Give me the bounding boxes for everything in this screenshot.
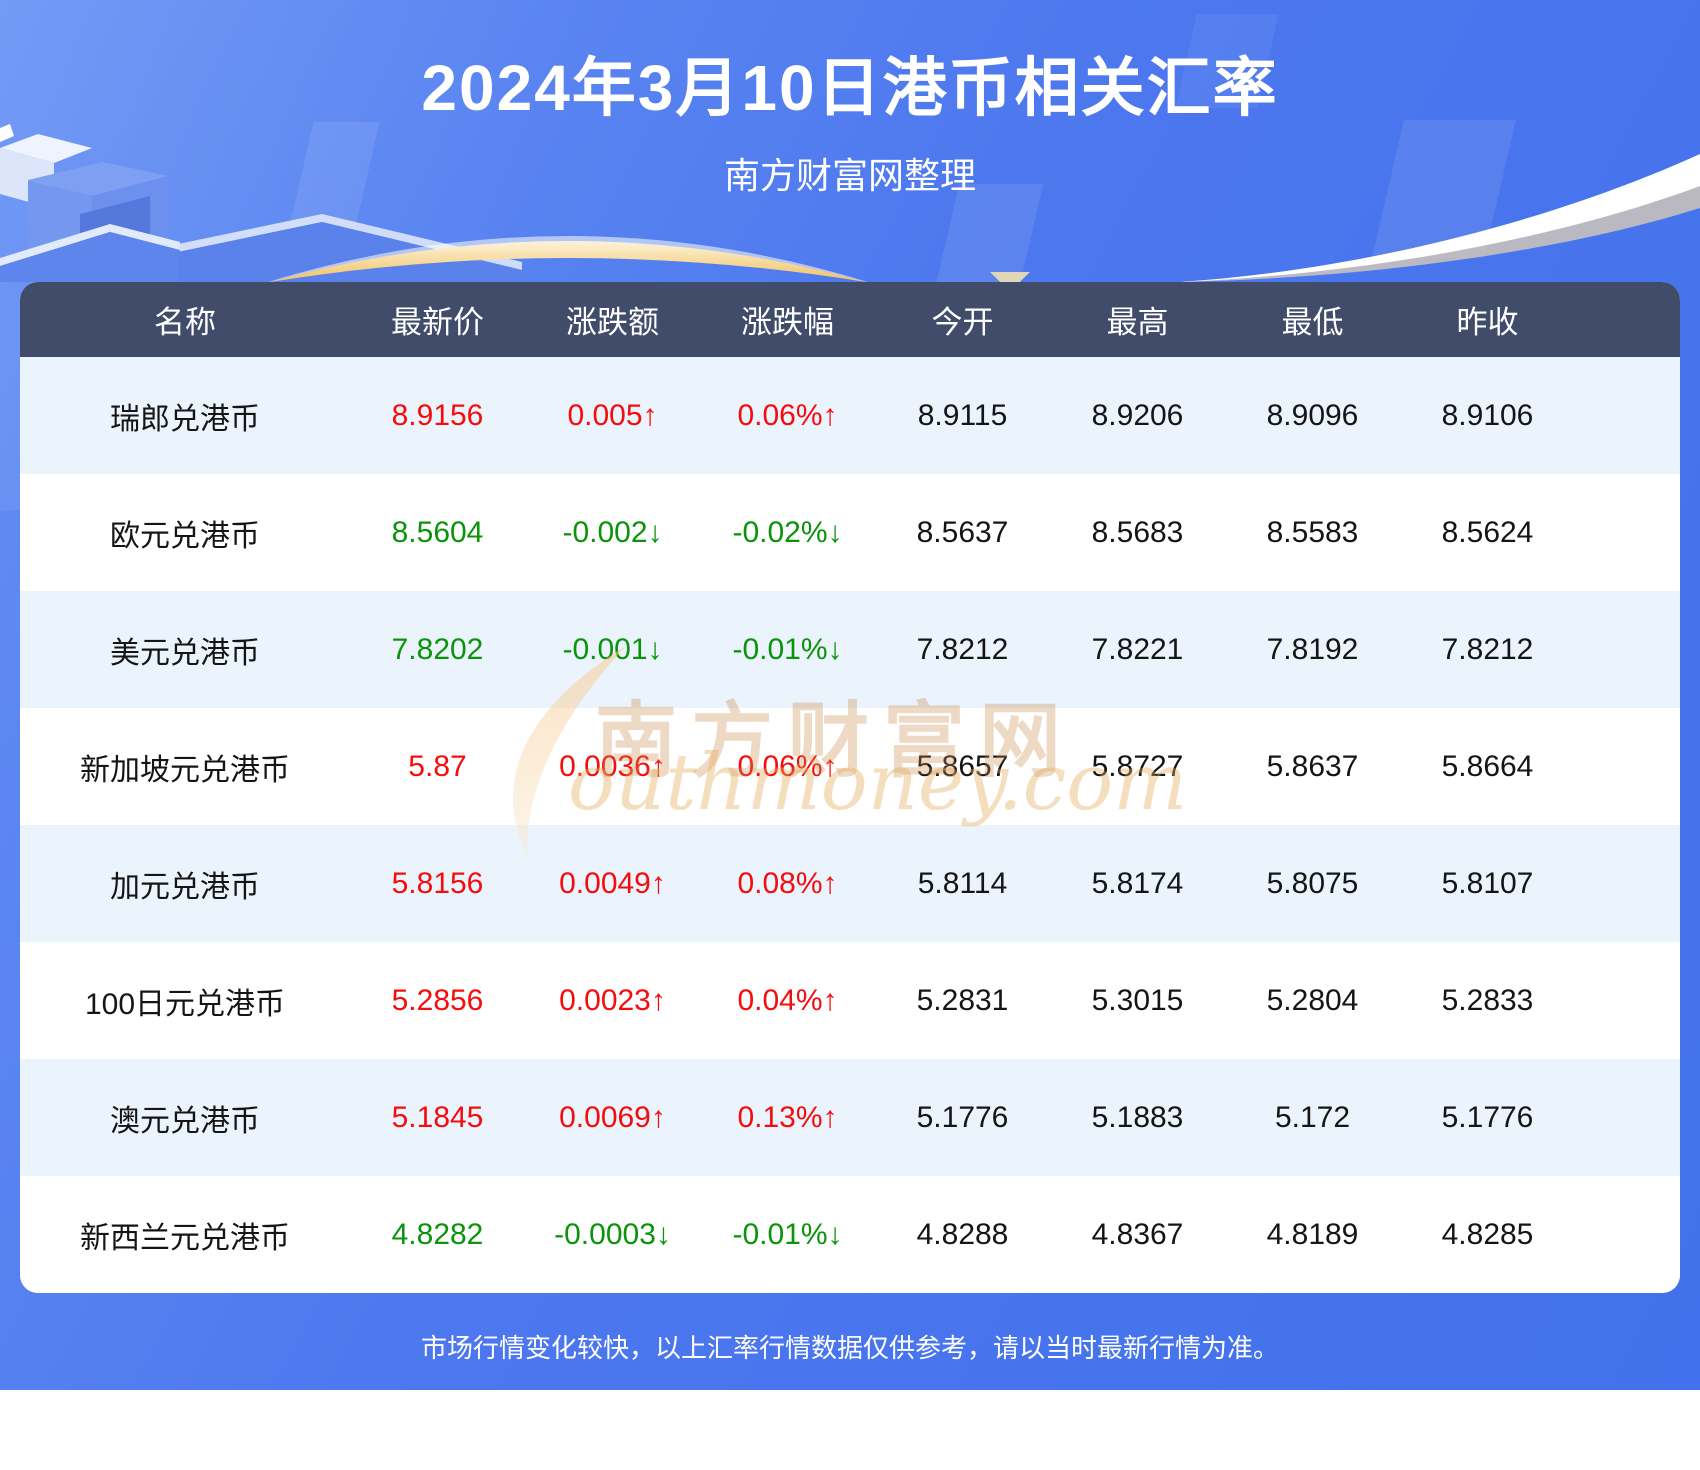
cell-latest-price: 7.8202 [391,632,484,666]
rates-table-card: 名称 最新价 涨跌额 涨跌幅 今开 最高 最低 昨收 瑞郎兑港币 8.9156 … [20,282,1680,1293]
table-row: 加元兑港币 5.8156 0.0049↑ 0.08%↑ 5.8114 5.817… [20,825,1680,942]
white-swoosh-decoration [1180,154,1700,282]
cell-change-percent: 0.06%↑ [737,749,838,783]
cell-low: 5.2804 [1266,983,1359,1017]
buildings-illustration [0,124,522,282]
cell-change-percent: 0.04%↑ [737,983,838,1017]
table-body: 瑞郎兑港币 8.9156 0.005↑ 0.06%↑ 8.9115 8.9206… [20,357,1680,1293]
cell-prev-close: 7.8212 [1441,632,1534,666]
page-subtitle: 南方财富网整理 [723,155,976,196]
column-header-open: 今开 [931,305,994,340]
cell-name: 加元兑港币 [110,870,260,904]
cell-prev-close: 5.8107 [1441,866,1534,900]
cell-prev-close: 8.5624 [1441,515,1534,549]
cell-change: 0.0036↑ [559,749,666,783]
table-row: 欧元兑港币 8.5604 -0.002↓ -0.02%↓ 8.5637 8.56… [20,474,1680,591]
disclaimer-text: 市场行情变化较快，以上汇率行情数据仅供参考，请以当时最新行情为准。 [420,1333,1279,1363]
header-banner: 2024年3月10日港币相关汇率 南方财富网整理 [0,0,1700,282]
cell-latest-price: 5.1845 [391,1100,484,1134]
cell-low: 8.5583 [1266,515,1359,549]
cell-low: 4.8189 [1266,1217,1359,1251]
cell-latest-price: 5.8156 [391,866,484,900]
cell-latest-price: 4.8282 [391,1217,484,1251]
cell-name: 美元兑港币 [110,636,260,670]
column-header-high: 最高 [1106,305,1169,340]
cell-low: 8.9096 [1266,398,1359,432]
cell-high: 8.9206 [1091,398,1184,432]
cell-latest-price: 5.87 [408,749,467,783]
cell-open: 5.8657 [916,749,1009,783]
cell-change: 0.0023↑ [559,983,666,1017]
cell-change: 0.005↑ [567,398,658,432]
column-header-prev-close: 昨收 [1456,305,1519,340]
cell-latest-price: 8.5604 [391,515,484,549]
cell-low: 5.8075 [1266,866,1359,900]
cell-name: 新加坡元兑港币 [80,753,290,787]
cell-open: 4.8288 [916,1217,1009,1251]
cell-high: 5.8174 [1091,866,1184,900]
page-title: 2024年3月10日港币相关汇率 [421,52,1279,124]
cell-change: -0.001↓ [562,632,663,666]
column-header-change-percent: 涨跌幅 [741,305,834,340]
cell-name: 澳元兑港币 [110,1104,260,1138]
cell-name: 欧元兑港币 [110,519,260,553]
cell-change: 0.0049↑ [559,866,666,900]
table-row: 澳元兑港币 5.1845 0.0069↑ 0.13%↑ 5.1776 5.188… [20,1059,1680,1176]
cell-name: 100日元兑港币 [84,987,286,1021]
cell-prev-close: 5.1776 [1441,1100,1534,1134]
table-row: 美元兑港币 7.8202 -0.001↓ -0.01%↓ 7.8212 7.82… [20,591,1680,708]
table-row: 100日元兑港币 5.2856 0.0023↑ 0.04%↑ 5.2831 5.… [20,942,1680,1059]
column-header-latest-price: 最新价 [391,305,484,340]
cell-high: 5.3015 [1091,983,1184,1017]
cell-name: 新西兰元兑港币 [80,1221,290,1255]
cell-high: 7.8221 [1091,632,1184,666]
cell-change-percent: -0.02%↓ [732,515,843,549]
column-header-name: 名称 [154,305,216,340]
table-row: 新西兰元兑港币 4.8282 -0.0003↓ -0.01%↓ 4.8288 4… [20,1176,1680,1293]
cell-high: 4.8367 [1091,1217,1184,1251]
cell-prev-close: 5.2833 [1441,983,1534,1017]
cell-change: -0.0003↓ [554,1217,671,1251]
cell-change-percent: 0.13%↑ [737,1100,838,1134]
cell-open: 5.8114 [917,866,1008,900]
cell-open: 8.9115 [917,398,1008,432]
cell-latest-price: 5.2856 [391,983,484,1017]
cell-change-percent: 0.06%↑ [737,398,838,432]
table-row: 瑞郎兑港币 8.9156 0.005↑ 0.06%↑ 8.9115 8.9206… [20,357,1680,474]
table-row: 新加坡元兑港币 5.87 0.0036↑ 0.06%↑ 5.8657 5.872… [20,708,1680,825]
cell-prev-close: 8.9106 [1441,398,1534,432]
cell-low: 5.8637 [1266,749,1359,783]
gold-arch-decoration [268,236,868,282]
cell-open: 5.2831 [916,983,1009,1017]
cell-open: 5.1776 [916,1100,1009,1134]
cell-change-percent: 0.08%↑ [737,866,838,900]
cell-change-percent: -0.01%↓ [732,632,843,666]
cell-latest-price: 8.9156 [391,398,484,432]
column-header-change: 涨跌额 [566,305,659,340]
cell-change-percent: -0.01%↓ [732,1217,843,1251]
cell-open: 8.5637 [916,515,1009,549]
cell-high: 5.1883 [1091,1100,1184,1134]
cell-prev-close: 5.8664 [1441,749,1534,783]
cell-open: 7.8212 [916,632,1009,666]
table-header-row: 名称 最新价 涨跌额 涨跌幅 今开 最高 最低 昨收 [20,282,1680,357]
cell-change: 0.0069↑ [559,1100,666,1134]
cell-change: -0.002↓ [562,515,663,549]
cell-prev-close: 4.8285 [1441,1217,1534,1251]
cell-low: 7.8192 [1266,632,1359,666]
column-header-low: 最低 [1281,305,1344,340]
cell-name: 瑞郎兑港币 [110,402,260,436]
cell-low: 5.172 [1274,1100,1351,1134]
cell-high: 5.8727 [1091,749,1184,783]
cell-high: 8.5683 [1091,515,1184,549]
gold-arch-decoration-small [990,272,1030,282]
